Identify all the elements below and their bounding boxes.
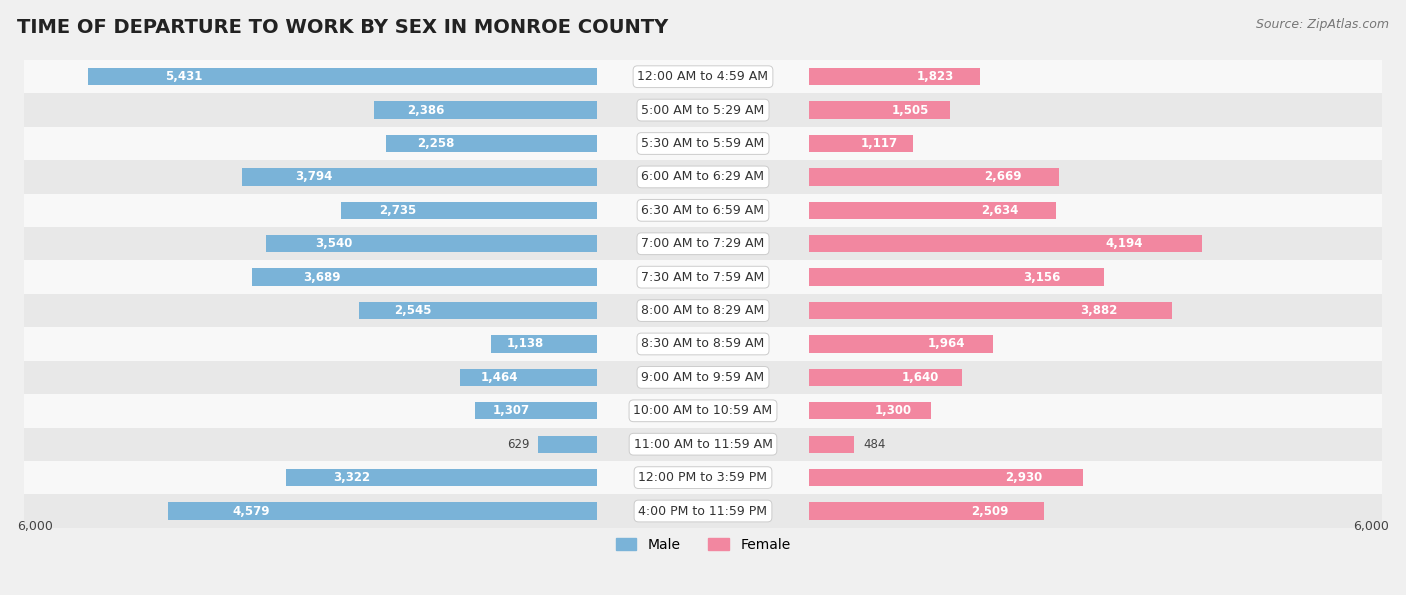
Bar bbox=[285, 469, 598, 486]
Text: Source: ZipAtlas.com: Source: ZipAtlas.com bbox=[1256, 18, 1389, 31]
Bar bbox=[808, 436, 853, 453]
Text: 8:30 AM to 8:59 AM: 8:30 AM to 8:59 AM bbox=[641, 337, 765, 350]
Text: TIME OF DEPARTURE TO WORK BY SEX IN MONROE COUNTY: TIME OF DEPARTURE TO WORK BY SEX IN MONR… bbox=[17, 18, 668, 37]
Text: 8:00 AM to 8:29 AM: 8:00 AM to 8:29 AM bbox=[641, 304, 765, 317]
Bar bbox=[24, 494, 1382, 528]
Bar bbox=[808, 469, 1083, 486]
Text: 5:30 AM to 5:59 AM: 5:30 AM to 5:59 AM bbox=[641, 137, 765, 150]
Text: 1,505: 1,505 bbox=[891, 104, 928, 117]
Bar bbox=[342, 202, 598, 219]
Text: 3,156: 3,156 bbox=[1022, 271, 1060, 284]
Text: 1,300: 1,300 bbox=[875, 404, 912, 417]
Bar bbox=[808, 369, 962, 386]
Text: 3,540: 3,540 bbox=[315, 237, 353, 250]
Bar bbox=[24, 193, 1382, 227]
Text: 4:00 PM to 11:59 PM: 4:00 PM to 11:59 PM bbox=[638, 505, 768, 518]
Text: 2,930: 2,930 bbox=[1005, 471, 1042, 484]
Text: 1,464: 1,464 bbox=[481, 371, 519, 384]
Bar bbox=[24, 394, 1382, 427]
Text: 4,194: 4,194 bbox=[1105, 237, 1143, 250]
Text: 6,000: 6,000 bbox=[1353, 520, 1389, 533]
Text: 1,964: 1,964 bbox=[928, 337, 965, 350]
Bar bbox=[24, 93, 1382, 127]
Text: 1,138: 1,138 bbox=[506, 337, 544, 350]
Bar bbox=[808, 402, 931, 419]
Text: 12:00 PM to 3:59 PM: 12:00 PM to 3:59 PM bbox=[638, 471, 768, 484]
Text: 9:00 AM to 9:59 AM: 9:00 AM to 9:59 AM bbox=[641, 371, 765, 384]
Bar bbox=[24, 294, 1382, 327]
Text: 4,579: 4,579 bbox=[232, 505, 270, 518]
Text: 484: 484 bbox=[863, 438, 886, 450]
Text: 2,509: 2,509 bbox=[972, 505, 1008, 518]
Bar bbox=[808, 168, 1059, 186]
Bar bbox=[24, 127, 1382, 160]
Bar bbox=[374, 101, 598, 119]
Bar bbox=[359, 302, 598, 320]
Text: 1,307: 1,307 bbox=[494, 404, 530, 417]
Text: 2,735: 2,735 bbox=[380, 204, 416, 217]
Text: 629: 629 bbox=[508, 438, 530, 450]
Text: 12:00 AM to 4:59 AM: 12:00 AM to 4:59 AM bbox=[637, 70, 769, 83]
Bar bbox=[24, 261, 1382, 294]
Text: 3,882: 3,882 bbox=[1080, 304, 1118, 317]
Bar bbox=[266, 235, 598, 252]
Legend: Male, Female: Male, Female bbox=[610, 533, 796, 558]
Text: 1,823: 1,823 bbox=[917, 70, 953, 83]
Bar bbox=[24, 160, 1382, 193]
Text: 6:00 AM to 6:29 AM: 6:00 AM to 6:29 AM bbox=[641, 170, 765, 183]
Bar bbox=[491, 336, 598, 353]
Bar bbox=[475, 402, 598, 419]
Bar bbox=[808, 302, 1173, 320]
Bar bbox=[808, 202, 1056, 219]
Text: 7:00 AM to 7:29 AM: 7:00 AM to 7:29 AM bbox=[641, 237, 765, 250]
Bar bbox=[24, 427, 1382, 461]
Text: 3,689: 3,689 bbox=[304, 271, 342, 284]
Bar bbox=[252, 268, 598, 286]
Bar bbox=[24, 60, 1382, 93]
Bar bbox=[808, 101, 949, 119]
Bar bbox=[808, 235, 1202, 252]
Bar bbox=[808, 502, 1043, 519]
Text: 10:00 AM to 10:59 AM: 10:00 AM to 10:59 AM bbox=[634, 404, 772, 417]
Bar bbox=[808, 336, 993, 353]
Text: 5:00 AM to 5:29 AM: 5:00 AM to 5:29 AM bbox=[641, 104, 765, 117]
Text: 1,640: 1,640 bbox=[903, 371, 939, 384]
Text: 7:30 AM to 7:59 AM: 7:30 AM to 7:59 AM bbox=[641, 271, 765, 284]
Text: 3,794: 3,794 bbox=[295, 170, 332, 183]
Bar bbox=[385, 135, 598, 152]
Text: 6:30 AM to 6:59 AM: 6:30 AM to 6:59 AM bbox=[641, 204, 765, 217]
Text: 2,386: 2,386 bbox=[408, 104, 444, 117]
Bar bbox=[24, 227, 1382, 261]
Text: 2,634: 2,634 bbox=[981, 204, 1018, 217]
Bar bbox=[538, 436, 598, 453]
Bar bbox=[808, 135, 914, 152]
Bar bbox=[24, 327, 1382, 361]
Text: 2,545: 2,545 bbox=[395, 304, 432, 317]
Text: 11:00 AM to 11:59 AM: 11:00 AM to 11:59 AM bbox=[634, 438, 772, 450]
Bar bbox=[169, 502, 598, 519]
Bar bbox=[89, 68, 598, 86]
Bar bbox=[242, 168, 598, 186]
Bar bbox=[24, 461, 1382, 494]
Text: 2,669: 2,669 bbox=[984, 170, 1021, 183]
Text: 1,117: 1,117 bbox=[860, 137, 897, 150]
Bar bbox=[24, 361, 1382, 394]
Text: 5,431: 5,431 bbox=[165, 70, 202, 83]
Text: 3,322: 3,322 bbox=[333, 471, 370, 484]
Text: 2,258: 2,258 bbox=[418, 137, 454, 150]
Bar bbox=[808, 268, 1105, 286]
Bar bbox=[460, 369, 598, 386]
Bar bbox=[808, 68, 980, 86]
Text: 6,000: 6,000 bbox=[17, 520, 53, 533]
